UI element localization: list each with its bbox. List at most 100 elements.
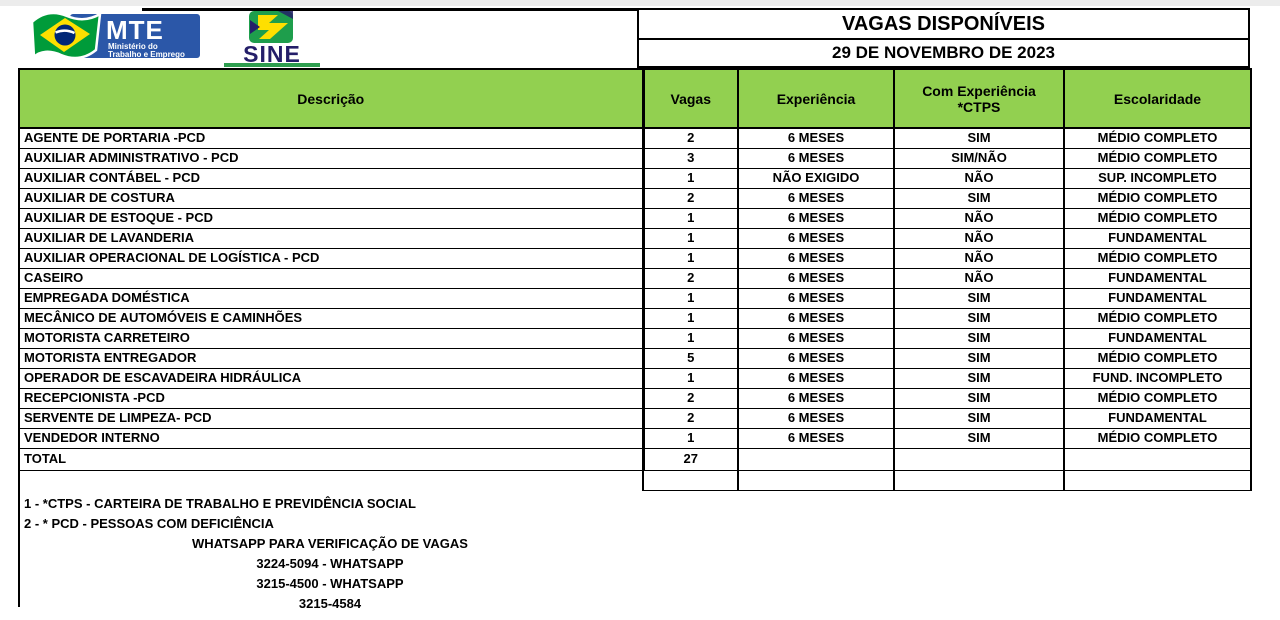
cell-com_experiencia: NÃO	[893, 247, 1065, 269]
total-label: TOTAL	[18, 447, 645, 471]
note-pcd: 2 - * PCD - PESSOAS COM DEFICIÊNCIA	[24, 516, 274, 531]
col-header-escolaridade: Escolaridade	[1063, 68, 1252, 129]
cell-com_experiencia: SIM	[893, 427, 1065, 449]
cell-vagas: 1	[642, 207, 739, 229]
cell-experiencia: 6 MESES	[737, 407, 895, 429]
total-empty-cell	[893, 447, 1065, 471]
cell-experiencia: 6 MESES	[737, 327, 895, 349]
total-row: TOTAL 27	[18, 447, 1252, 471]
cell-escolaridade: MÉDIO COMPLETO	[1063, 347, 1252, 369]
cell-vagas: 5	[642, 347, 739, 369]
header-row: Descrição Vagas Experiência Com Experiên…	[18, 68, 1252, 129]
mte-logo: MTE Ministério do Trabalho e Emprego	[28, 9, 202, 63]
cell-descricao: MECÂNICO DE AUTOMÓVEIS E CAMINHÕES	[18, 307, 645, 329]
cell-com_experiencia: NÃO	[893, 167, 1065, 189]
empty-cell	[737, 469, 895, 491]
cell-escolaridade: MÉDIO COMPLETO	[1063, 427, 1252, 449]
cell-com_experiencia: NÃO	[893, 207, 1065, 229]
whatsapp-heading: WHATSAPP PARA VERIFICAÇÃO DE VAGAS	[192, 536, 468, 551]
cell-vagas: 2	[642, 187, 739, 209]
sine-wordmark: SINE	[243, 41, 301, 67]
table-row: CASEIRO 2 6 MESES NÃO FUNDAMENTAL	[18, 267, 1252, 289]
table-row: AUXILIAR DE ESTOQUE - PCD 1 6 MESES NÃO MÉDI…	[18, 207, 1252, 229]
cell-com_experiencia: SIM	[893, 387, 1065, 409]
total-empty-cell	[737, 447, 895, 471]
phone-line: 3215-4500 - WHATSAPP	[256, 576, 404, 591]
table-row: AUXILIAR OPERACIONAL DE LOGÍSTICA - PCD 1…	[18, 247, 1252, 269]
cell-escolaridade: MÉDIO COMPLETO	[1063, 207, 1252, 229]
cell-escolaridade: MÉDIO COMPLETO	[1063, 247, 1252, 269]
cell-com_experiencia: SIM	[893, 407, 1065, 429]
col-header-com-experiencia: Com Experiência *CTPS	[893, 68, 1065, 129]
sine-logo: SINE	[222, 10, 322, 67]
cell-escolaridade: MÉDIO COMPLETO	[1063, 127, 1252, 149]
cell-escolaridade: SUP. INCOMPLETO	[1063, 167, 1252, 189]
cell-vagas: 1	[642, 287, 739, 309]
cell-vagas: 1	[642, 327, 739, 349]
table-row: OPERADOR DE ESCAVADEIRA HIDRÁULICA 1 6 MES…	[18, 367, 1252, 389]
cell-com_experiencia: NÃO	[893, 267, 1065, 289]
note-ctps: 1 - *CTPS - CARTEIRA DE TRABALHO E PREVI…	[24, 496, 416, 511]
cell-escolaridade: FUNDAMENTAL	[1063, 287, 1252, 309]
cell-vagas: 1	[642, 167, 739, 189]
page-title: VAGAS DISPONÍVEIS	[639, 10, 1248, 40]
cell-vagas: 2	[642, 387, 739, 409]
mte-ministry-line2: Trabalho e Emprego	[108, 50, 185, 59]
table-row: EMPREGADA DOMÉSTICA 1 6 MESES SIM FUNDAMENTA…	[18, 287, 1252, 309]
cell-com_experiencia: SIM	[893, 367, 1065, 389]
cell-com_experiencia: NÃO	[893, 227, 1065, 249]
phone-line: 3215-4584	[298, 596, 362, 611]
cell-experiencia: 6 MESES	[737, 387, 895, 409]
empty-cell	[1063, 469, 1252, 491]
total-value: 27	[642, 447, 739, 471]
brazil-flag-icon	[30, 11, 102, 60]
mte-ministry-line1: Ministério do	[108, 42, 158, 51]
cell-descricao: CASEIRO	[18, 267, 645, 289]
table-row: MOTORISTA ENTREGADOR 5 6 MESES SIM MÉDIO COM…	[18, 347, 1252, 369]
empty-cell	[893, 469, 1065, 491]
total-empty-cell	[1063, 447, 1252, 471]
cell-experiencia: 6 MESES	[737, 187, 895, 209]
phone-line: 3224-5094 - WHATSAPP	[256, 556, 404, 571]
cell-experiencia: 6 MESES	[737, 287, 895, 309]
cell-descricao: AUXILIAR DE COSTURA	[18, 187, 645, 209]
header-box: VAGAS DISPONÍVEIS 29 DE NOVEMBRO DE 2023	[637, 8, 1250, 68]
cell-descricao: RECEPCIONISTA -PCD	[18, 387, 645, 409]
cell-descricao: VENDEDOR INTERNO	[18, 427, 645, 449]
cell-com_experiencia: SIM	[893, 187, 1065, 209]
cell-escolaridade: FUNDAMENTAL	[1063, 227, 1252, 249]
cell-descricao: OPERADOR DE ESCAVADEIRA HIDRÁULICA	[18, 367, 645, 389]
table-row: MECÂNICO DE AUTOMÓVEIS E CAMINHÕES 1 6 MES…	[18, 307, 1252, 329]
cell-com_experiencia: SIM	[893, 127, 1065, 149]
cell-descricao: AUXILIAR DE LAVANDERIA	[18, 227, 645, 249]
cell-descricao: AUXILIAR OPERACIONAL DE LOGÍSTICA - PCD	[18, 247, 645, 269]
left-border-extension	[18, 471, 20, 607]
cell-com_experiencia: SIM	[893, 307, 1065, 329]
cell-com_experiencia: SIM	[893, 287, 1065, 309]
table-row: RECEPCIONISTA -PCD 2 6 MESES SIM MÉDIO COMPL…	[18, 387, 1252, 409]
col-header-experiencia: Experiência	[737, 68, 895, 129]
table-header: Descrição Vagas Experiência Com Experiên…	[18, 68, 1252, 129]
cell-vagas: 1	[642, 227, 739, 249]
vacancies-table: Descrição Vagas Experiência Com Experiên…	[18, 68, 1252, 491]
cell-descricao: AGENTE DE PORTARIA -PCD	[18, 127, 645, 149]
cell-descricao: AUXILIAR DE ESTOQUE - PCD	[18, 207, 645, 229]
cell-experiencia: NÃO EXIGIDO	[737, 167, 895, 189]
cell-escolaridade: FUNDAMENTAL	[1063, 327, 1252, 349]
page-date: 29 DE NOVEMBRO DE 2023	[832, 43, 1055, 62]
col-header-descricao: Descrição	[18, 68, 645, 129]
cell-experiencia: 6 MESES	[737, 427, 895, 449]
cell-escolaridade: MÉDIO COMPLETO	[1063, 307, 1252, 329]
empty-cell	[642, 469, 739, 491]
cell-descricao: EMPREGADA DOMÉSTICA	[18, 287, 645, 309]
cell-experiencia: 6 MESES	[737, 267, 895, 289]
table-row: VENDEDOR INTERNO 1 6 MESES SIM MÉDIO COMPLET…	[18, 427, 1252, 449]
table-row: AUXILIAR DE LAVANDERIA 1 6 MESES NÃO FUNDAME…	[18, 227, 1252, 249]
cell-com_experiencia: SIM/NÃO	[893, 147, 1065, 169]
cell-descricao: SERVENTE DE LIMPEZA- PCD	[18, 407, 645, 429]
cell-descricao: AUXILIAR ADMINISTRATIVO - PCD	[18, 147, 645, 169]
table-row: AGENTE DE PORTARIA -PCD 2 6 MESES SIM MÉDIO …	[18, 127, 1252, 149]
blank-cell	[19, 470, 643, 490]
cell-descricao: MOTORISTA CARRETEIRO	[18, 327, 645, 349]
